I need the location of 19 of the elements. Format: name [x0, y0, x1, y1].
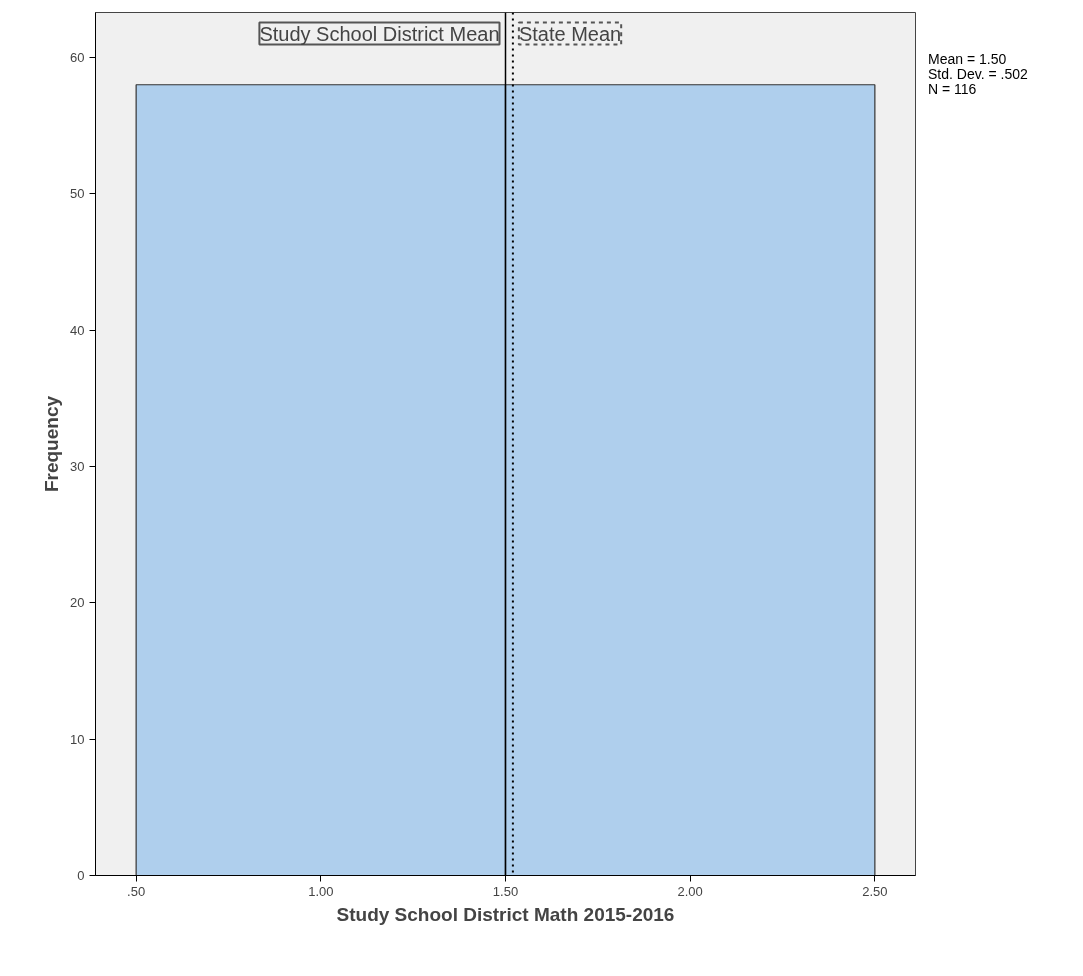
y-tick-label: 60: [70, 49, 85, 65]
y-tick-label: 40: [70, 322, 85, 338]
y-tick-label: 10: [70, 731, 85, 747]
text: Std. Dev. = .502: [928, 66, 1028, 82]
x-tick-label: 2.50: [862, 883, 888, 899]
ref-line-label: Study School District Mean: [259, 22, 500, 45]
y-tick-label: 50: [70, 186, 85, 202]
y-tick-label: 20: [70, 595, 85, 611]
x-tick-label: 2.00: [677, 883, 703, 899]
x-tick-label: .50: [127, 883, 146, 899]
text: Mean = 1.50: [928, 51, 1007, 67]
x-axis-title: Study School District Math 2015-2016: [336, 903, 675, 925]
text: N = 116: [928, 81, 977, 97]
x-tick-label: 1.50: [492, 883, 519, 899]
x-tick-label: 1.00: [308, 883, 334, 899]
y-axis-title: Frequency: [41, 395, 63, 493]
y-tick-label: 0: [77, 868, 85, 883]
y-tick-label: 30: [70, 459, 85, 474]
ref-line-label: State Mean: [518, 22, 622, 45]
